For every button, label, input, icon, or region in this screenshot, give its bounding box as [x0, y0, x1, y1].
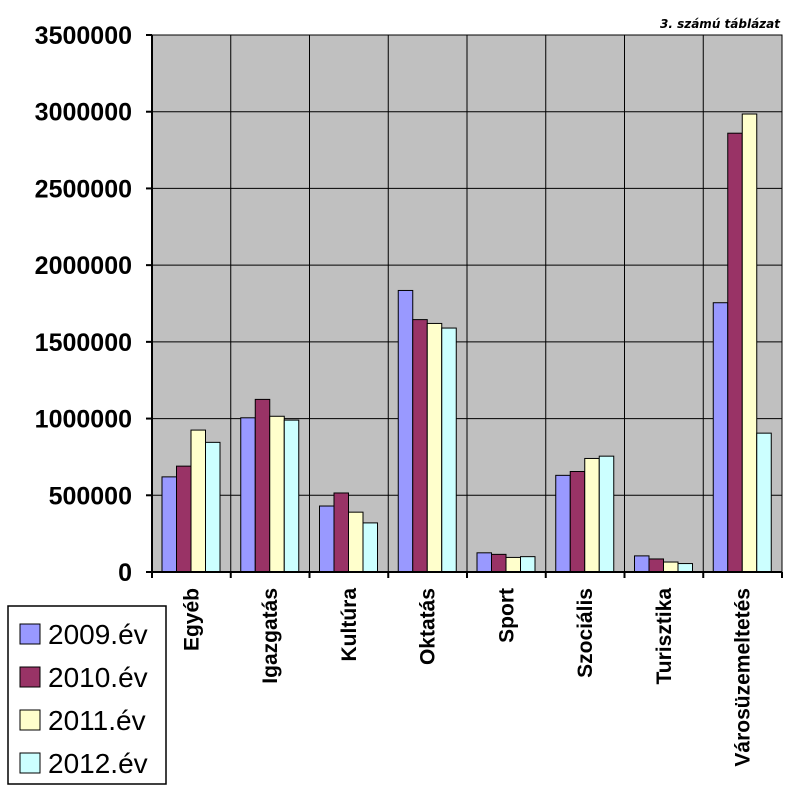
- bar: [397, 289, 414, 573]
- bar: [161, 476, 177, 573]
- x-category-label: Kultúra: [338, 588, 361, 662]
- y-tick-label: 2000000: [35, 252, 132, 280]
- y-tick-label: 3000000: [35, 99, 132, 127]
- bar: [240, 417, 256, 573]
- y-tick-label: 0: [118, 559, 132, 587]
- x-category-label: Szociális: [574, 588, 597, 678]
- bar: [648, 558, 664, 573]
- bar: [727, 132, 743, 573]
- bar: [176, 465, 192, 573]
- bar: [584, 457, 600, 573]
- bar: [663, 561, 679, 573]
- legend-swatch: [19, 666, 41, 688]
- legend-label: 2011.év: [48, 705, 146, 736]
- y-tick-label: 1500000: [35, 329, 132, 357]
- bar: [555, 474, 571, 573]
- x-category-label: Oktatás: [417, 588, 440, 665]
- bar: [677, 563, 693, 573]
- bar: [333, 492, 349, 573]
- plot-area: [151, 34, 783, 573]
- bar: [441, 327, 457, 573]
- bar: [520, 556, 536, 573]
- bar: [598, 455, 615, 573]
- legend-swatch: [19, 709, 41, 731]
- bar: [190, 429, 206, 573]
- x-category-label: Városüzemeltetés: [732, 588, 755, 767]
- legend-label: 2012.év: [48, 748, 148, 779]
- x-category-label: Turisztika: [653, 588, 676, 685]
- bar: [491, 553, 507, 573]
- bar: [426, 322, 443, 573]
- bar: [569, 471, 586, 573]
- bar: [741, 113, 758, 573]
- legend-swatch: [19, 752, 41, 774]
- legend-swatch: [19, 623, 41, 645]
- bar: [756, 432, 772, 573]
- bar: [476, 552, 492, 573]
- x-category-label: Egyéb: [180, 588, 203, 651]
- bar: [412, 319, 428, 573]
- legend: 2009.év 2010.év 2011.év 2012.év: [7, 605, 167, 785]
- bar: [505, 556, 521, 573]
- bar: [269, 415, 285, 573]
- bar: [712, 302, 729, 573]
- axes: 0 500000 1000000 1500000 2000000 2500000 30000…: [35, 22, 783, 767]
- bar: [634, 555, 650, 573]
- bar: [205, 441, 221, 573]
- chart-caption: 3. számú táblázat: [660, 17, 781, 31]
- x-category-label: Igazgatás: [259, 588, 282, 684]
- y-tick-label: 3500000: [35, 22, 132, 50]
- legend-label: 2009.év: [48, 619, 148, 650]
- bar: [319, 505, 335, 573]
- bar: [362, 522, 378, 573]
- x-category-label: Sport: [495, 588, 518, 643]
- bar: [283, 419, 300, 573]
- legend-label: 2010.év: [48, 662, 148, 693]
- bar: [348, 511, 364, 573]
- y-tick-label: 2500000: [35, 175, 132, 203]
- y-tick-label: 500000: [49, 482, 132, 510]
- bar: [254, 398, 271, 573]
- y-tick-label: 1000000: [35, 406, 132, 434]
